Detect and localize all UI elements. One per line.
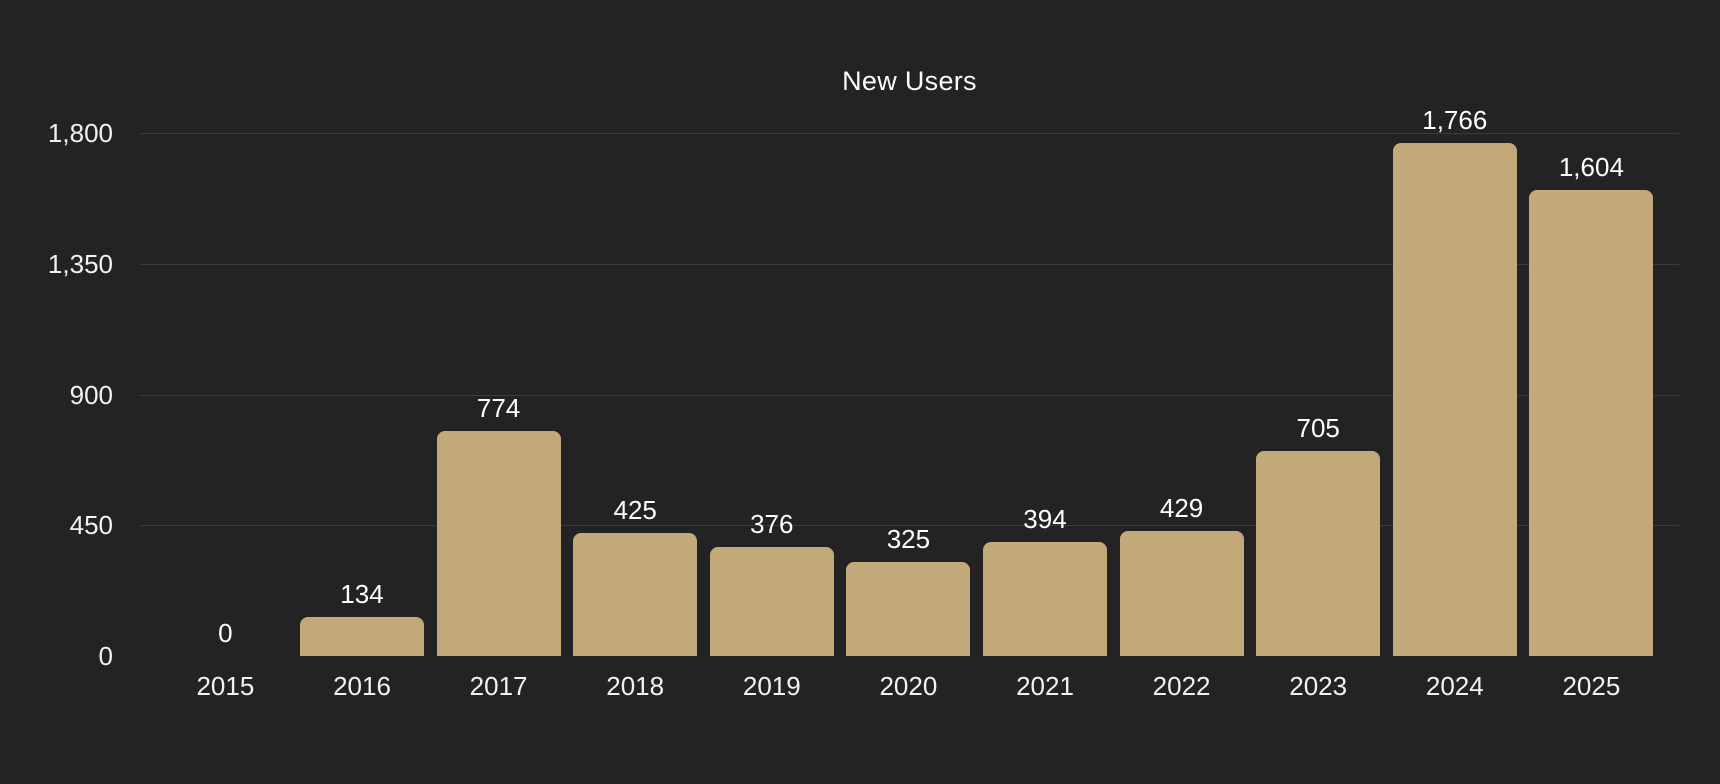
bar-2020[interactable] [846,561,971,656]
x-tick-label-2021: 2021 [1016,671,1074,701]
bar-value-label-2020: 325 [886,523,931,554]
x-tick-label-2020: 2020 [879,671,938,701]
bar-value-label-2021: 394 [1023,503,1067,534]
y-tick-label-1350: 1,350 [47,248,113,279]
x-tick-label-2025: 2025 [1562,671,1621,701]
y-tick-label-450: 450 [69,510,113,541]
x-tick-label-2019: 2019 [742,671,801,701]
bar-2021[interactable] [983,541,1107,656]
chart-title: New Users [842,66,977,96]
x-tick-label-2016: 2016 [333,671,391,701]
bar-2024[interactable] [1392,142,1517,656]
bar-value-label-2022: 429 [1159,493,1204,524]
bar-value-label-2024: 1,766 [1422,104,1488,135]
bar-value-label-2025: 1,604 [1558,151,1624,182]
bar-value-label-2017: 774 [476,393,521,424]
x-tick-label-2023: 2023 [1289,671,1348,701]
x-tick-label-2024: 2024 [1425,671,1484,701]
x-tick-label-2018: 2018 [606,671,665,701]
x-tick-label-2017: 2017 [469,671,528,701]
y-tick-label-900: 900 [69,379,113,410]
bar-2018[interactable] [573,532,698,656]
bar-2017[interactable] [436,431,561,656]
x-tick-label-2022: 2022 [1152,671,1211,701]
bar-value-label-2015: 0 [218,618,233,648]
bar-value-label-2023: 705 [1296,413,1340,444]
bar-2016[interactable] [300,617,424,656]
plot-area [140,133,1679,656]
gridline-1350 [140,263,1679,265]
y-tick-label-0: 0 [98,641,113,671]
bar-value-label-2016: 134 [340,579,384,610]
gridline-450 [140,525,1679,527]
bar-2025[interactable] [1529,189,1654,656]
bar-2022[interactable] [1119,531,1244,656]
x-tick-label-2015: 2015 [196,671,255,701]
bar-value-label-2018: 425 [613,494,657,525]
bar-2023[interactable] [1256,451,1381,656]
bar-2019[interactable] [709,546,834,656]
y-tick-label-1800: 1,800 [47,118,113,148]
bar-value-label-2019: 376 [750,508,794,539]
gridline-900 [140,394,1679,396]
gridline-1800 [140,133,1679,134]
